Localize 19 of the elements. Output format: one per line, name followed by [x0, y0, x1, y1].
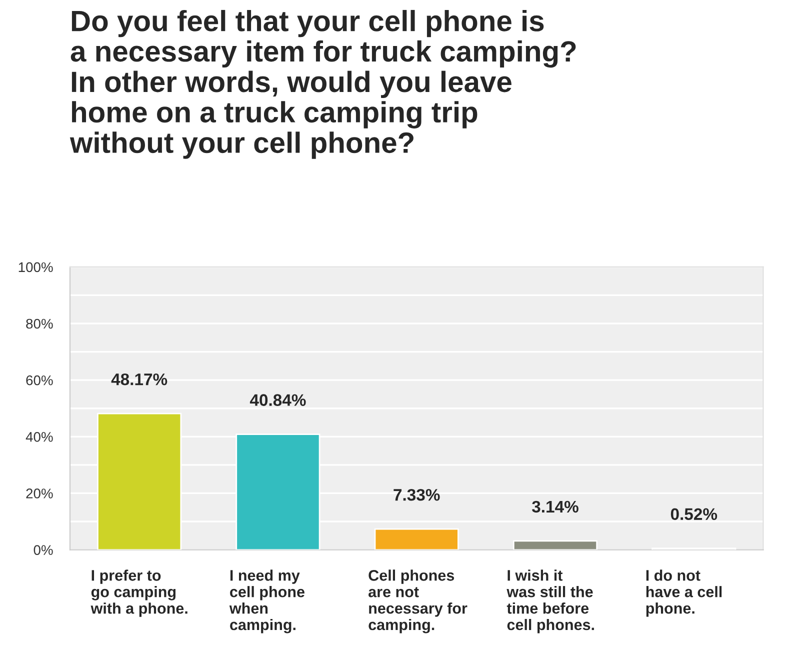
data-label: 40.84% — [250, 394, 306, 406]
data-label: 48.17% — [111, 373, 168, 386]
y-tick-label: 100% — [18, 262, 53, 272]
y-tick-label: 20% — [26, 488, 53, 498]
y-tick-label: 40% — [26, 432, 53, 442]
x-tick-label: I need my cell phone when camping. — [229, 570, 304, 634]
x-tick-label: I do not have a cell phone. — [646, 570, 722, 617]
chart-title: Do you feel that your cell phone is a necessary item for truck camping? In other words, would you leave home on a truck camping trip without your cell phone? — [70, 10, 576, 159]
data-label: 0.52% — [670, 508, 718, 520]
bar — [512, 540, 598, 550]
x-tick-label: I prefer to go camping with a phone. — [90, 570, 188, 617]
y-tick-label: 80% — [26, 318, 53, 329]
x-tick-label: I wish it was still the time before cell phones. — [506, 570, 594, 634]
y-tick-label: 0% — [34, 545, 53, 555]
bar — [374, 528, 459, 550]
x-tick-label: Cell phones are not necessary for camping. — [368, 570, 468, 634]
data-label: 3.14% — [532, 500, 578, 513]
data-label: 7.33% — [394, 488, 440, 501]
y-tick-label: 60% — [26, 375, 53, 386]
